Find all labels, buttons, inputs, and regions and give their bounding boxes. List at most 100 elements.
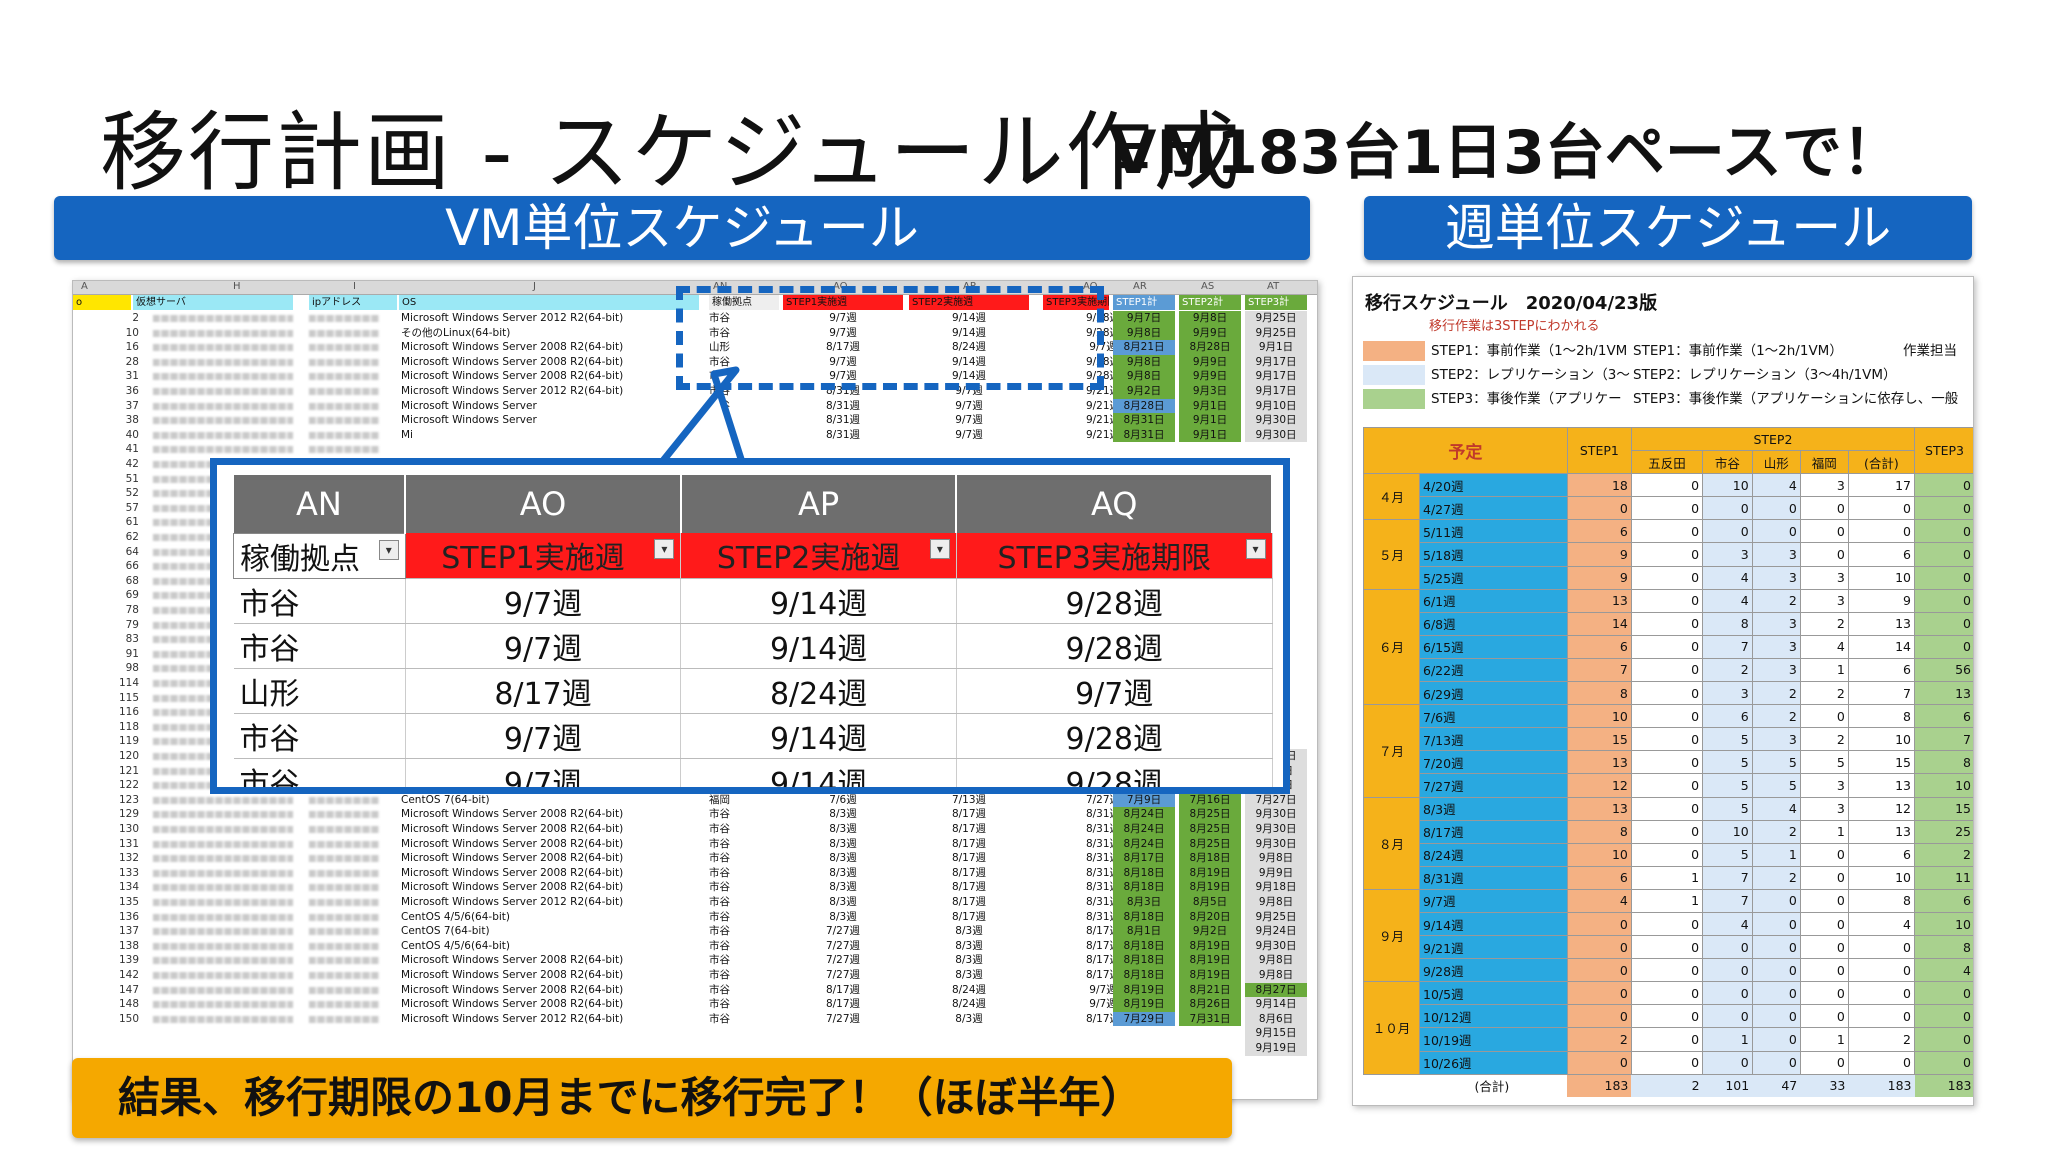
zoom-location-cell: 市谷 [233,578,406,624]
week-value-cell: 2 [1751,865,1801,890]
legend-row: STEP1：事前作業（1〜2h/1VM STEP1：事前作業（1〜2h/1VM） 作… [1363,339,1973,363]
step2-site-header: 山形 [1751,450,1801,475]
week-value-cell: 0 [1751,519,1801,544]
week-value-cell: 4 [1751,473,1801,498]
redacted-server-name [153,796,293,804]
header-step3[interactable]: STEP3実施期限 [1043,295,1109,310]
step2-date-cell: 8月19日 [1179,880,1241,895]
header-step2[interactable]: STEP2実施週 [909,295,1029,310]
zoom-filter-step1[interactable]: STEP1実施週 ▾ [405,533,682,579]
total-cell: (合計) [1419,1074,1568,1098]
week-row: 10/12週 0 0 0 0 0 0 0 [1364,1004,1973,1029]
vm-schedule-banner-label: VM単位スケジュール [445,199,919,257]
week-value-cell: 0 [1630,634,1704,659]
month-cell: １０月 [1363,981,1420,1075]
step1-date-cell: 8月28日 [1113,398,1175,414]
column-letter[interactable]: AS [1201,281,1215,292]
legend-text: STEP2：レプリケーション（3〜 [1431,367,1630,383]
header-o[interactable]: o [73,295,131,310]
total-cell: 183 [1567,1074,1632,1098]
step3-date-cell: 9月8日 [1245,953,1307,968]
week-value-cell: 8 [1914,750,1973,775]
legend-text: STEP1：事前作業（1〜2h/1VM） [1633,343,1843,359]
row-number: 68 [125,574,139,587]
week-value-cell: 0 [1847,496,1916,521]
location-cell: 市谷 [709,428,730,441]
header-location[interactable]: 稼働拠点 [709,295,779,310]
header-step1: STEP1 [1566,426,1632,475]
zoom-filter-location[interactable]: 稼働拠点 ▾ [233,532,406,579]
week-value-cell: 0 [1751,981,1801,1006]
row-number: 91 [125,647,139,660]
week-row: ９月 9/7週 4 1 7 0 0 8 6 [1363,888,1973,983]
step1-week-cell: 8/3週 [829,881,857,894]
header-step1[interactable]: STEP1実施週 [783,295,903,310]
step3-date-cell: 9月8日 [1245,895,1307,910]
os-cell: Microsoft Windows Server 2008 R2(64-bit) [401,823,624,835]
column-letter[interactable]: J [533,281,536,292]
location-cell: 市谷 [709,925,730,938]
column-letter[interactable]: I [353,281,356,292]
zoom-filter-step2[interactable]: STEP2実施週 ▾ [680,533,957,579]
step2-week-cell: 9/7週 [955,399,983,412]
redacted-server-name [153,899,293,906]
step3-deadline-cell: 8/31週 [1085,837,1121,850]
week-value-cell: 15 [1914,796,1973,821]
week-value-cell: 0 [1630,588,1704,613]
location-cell: 市谷 [709,969,730,981]
week-value-cell: 0 [1914,496,1973,521]
week-row: 6/15週 6 0 7 3 4 14 0 [1364,634,1973,659]
legend-text: STEP1：事前作業（1〜2h/1VM [1431,343,1628,359]
week-value-cell: 3 [1702,542,1753,567]
filter-dropdown-icon[interactable]: ▾ [1245,539,1266,560]
zoom-step1-cell: 9/7週 [405,758,682,787]
week-label-cell: 5/18週 [1419,542,1568,567]
zoom-filter-step3[interactable]: STEP3実施期限 ▾ [956,533,1273,579]
header-g2[interactable]: STEP2計 [1179,295,1241,310]
column-letter[interactable]: A [81,281,88,292]
filter-dropdown-icon[interactable]: ▾ [378,539,399,560]
week-value-cell: 9 [1847,588,1916,613]
sheet-row: 31 Microsoft Windows Server 2008 R2(64-bi… [73,369,1317,384]
step1-week-cell: 8/3週 [829,808,857,821]
zoom-col-an: AN [233,475,407,533]
zoom-step3-cell: 9/7週 [956,668,1273,714]
header-os[interactable]: OS [399,295,699,310]
header-ip[interactable]: ipアドレス [309,295,397,310]
filter-dropdown-icon[interactable]: ▾ [654,539,675,560]
row-number: 139 [118,954,139,967]
redacted-ip-address [309,826,379,833]
step2-date-cell: 8月5日 [1179,895,1241,910]
week-value-cell: 0 [1847,519,1916,544]
header-g1[interactable]: STEP1計 [1113,295,1175,310]
week-value-cell: 0 [1847,1004,1916,1029]
redacted-server-name [153,373,293,381]
week-value-cell: 0 [1630,704,1704,729]
week-value-cell: 4 [1566,888,1632,913]
week-value-cell: 0 [1799,519,1849,544]
week-value-cell: 0 [1914,588,1973,613]
week-value-cell: 10 [1914,773,1973,798]
os-cell: Microsoft Windows Server 2008 R2(64-bit) [401,808,624,821]
step2-week-cell: 9/14週 [951,326,987,339]
step2-site-header: (合計) [1847,450,1916,475]
column-letter[interactable]: AR [1133,281,1147,292]
week-label-cell: 4/20週 [1419,473,1568,498]
week-value-cell: 0 [1914,519,1973,544]
week-row: 10/26週 0 0 0 0 0 0 0 [1364,1050,1973,1075]
week-value-cell: 2 [1751,588,1801,613]
week-row: 6/29週 8 0 3 2 2 7 13 [1364,681,1973,706]
location-cell: 市谷 [709,983,730,996]
header-server[interactable]: 仮想サーバ [133,295,293,310]
zoom-step2-cell: 9/14週 [680,758,957,787]
column-letter[interactable]: AT [1267,281,1280,292]
total-cell: 101 [1702,1074,1753,1098]
step2-date-cell: 8月19日 [1179,938,1241,954]
week-value-cell: 0 [1751,911,1801,937]
filter-dropdown-icon[interactable]: ▾ [929,539,950,560]
redacted-ip-address [309,957,379,965]
step3-date-cell: 9月30日 [1245,836,1307,852]
column-letter[interactable]: H [233,281,241,292]
sheet-row: 131 Microsoft Windows Server 2008 R2(64-b… [73,836,1317,852]
header-g3[interactable]: STEP3計 [1245,295,1307,310]
